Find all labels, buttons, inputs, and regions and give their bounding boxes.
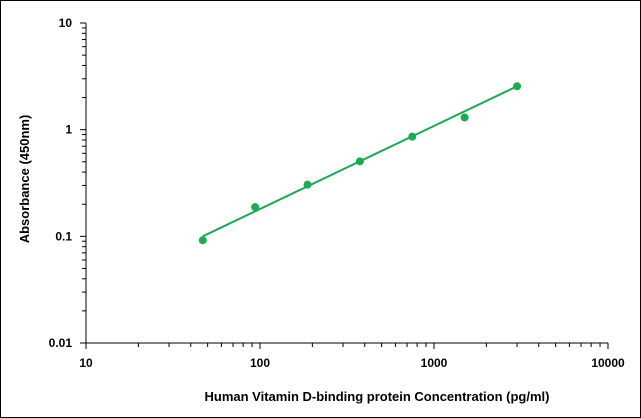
data-point <box>198 236 207 245</box>
data-point <box>408 132 417 141</box>
x-tick-label: 10000 <box>591 356 625 370</box>
data-point <box>355 157 364 166</box>
y-axis-title: Absorbance (450nm) <box>17 115 32 244</box>
data-point <box>460 113 469 122</box>
tick-labels: 10 100 1000 10000 0.01 0.1 1 10 <box>49 16 625 370</box>
axes <box>80 22 609 349</box>
x-tick-label: 100 <box>250 356 270 370</box>
data-point <box>513 82 522 91</box>
x-tick-label: 1000 <box>421 356 448 370</box>
data-points <box>198 82 522 245</box>
y-tick-label: 0.1 <box>55 229 72 243</box>
x-tick-label: 10 <box>79 356 93 370</box>
y-tick-label: 0.01 <box>49 336 73 350</box>
data-point <box>303 180 312 189</box>
data-point <box>251 203 260 212</box>
y-tick-label: 1 <box>65 123 72 137</box>
x-axis-title: Human Vitamin D-binding protein Concentr… <box>205 389 550 404</box>
y-tick-label: 10 <box>59 16 73 30</box>
